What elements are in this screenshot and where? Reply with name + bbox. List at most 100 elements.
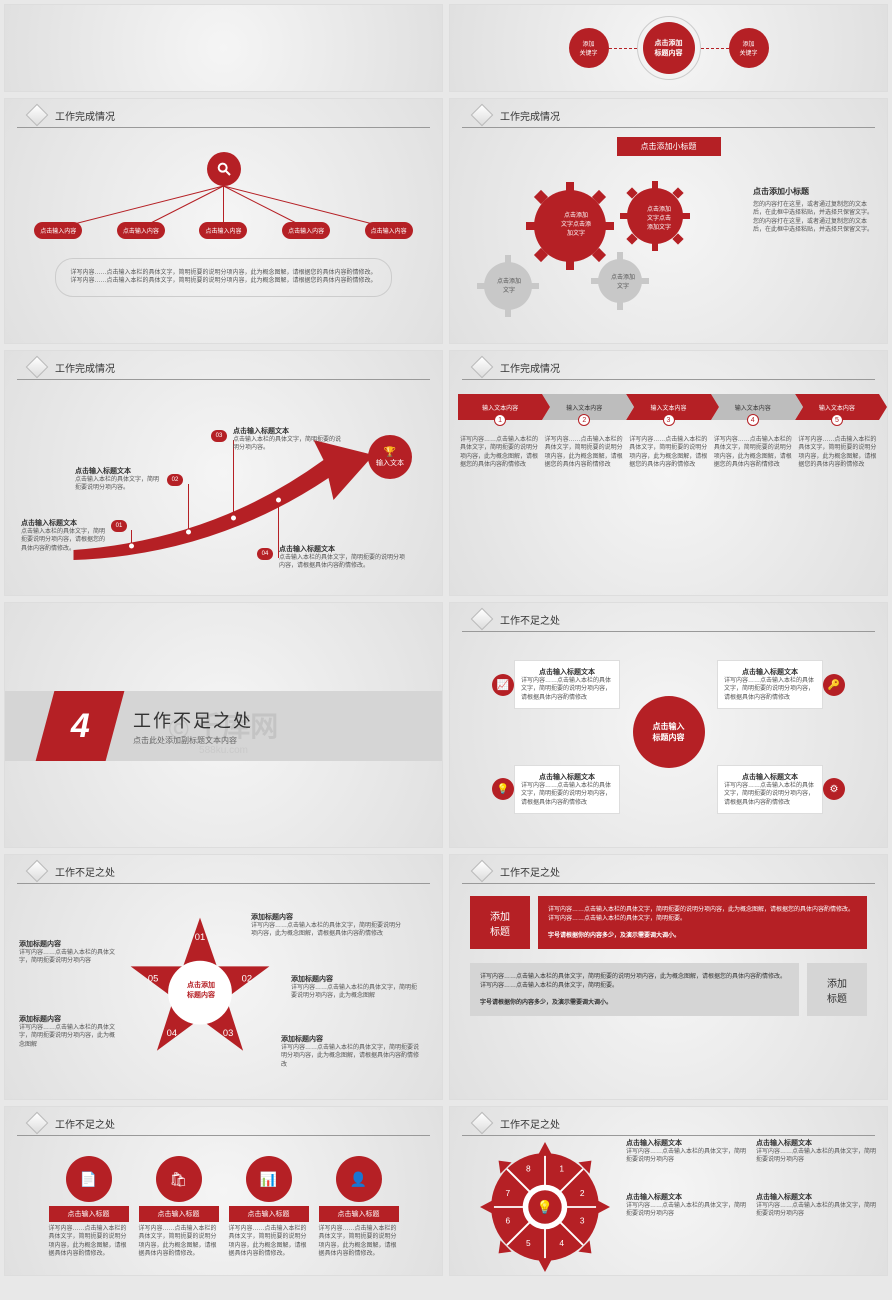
keyword-right: 添加 关键字 xyxy=(729,28,769,68)
col-desc: 详写内容……点击输入本栏的具体文字，简明扼要的说明分项内容，此为概念图解，请根据… xyxy=(714,436,793,470)
subtitle-bar: 点击添加小标题 xyxy=(617,137,721,156)
diamond-icon xyxy=(26,356,49,379)
star-center: 点击添加 标题内容 xyxy=(173,980,229,1000)
block-note: 字号请根据你的内容多少，及演示需要调大调小。 xyxy=(548,930,857,939)
item-title: 点击输入标题文本 xyxy=(233,426,343,436)
col-desc: 详写内容……点击输入本栏的具体文字，简明扼要的说明分项内容，此为概念图解，请根据… xyxy=(798,436,877,470)
gear-icon: ⚙ xyxy=(823,778,845,800)
gear-text: 点击添加 文字 xyxy=(484,276,534,294)
slide-3l: 工作完成情况 🏆输入文本 01 点击输入标题文本 点击输入本栏的具体文字，简明扼… xyxy=(4,350,443,596)
watermark-url: 588ku.com xyxy=(199,745,248,756)
circ-desc: 详写内容……点击输入本栏的具体文字，简明扼要的说明分项内容，此为概念图解，请根据… xyxy=(49,1225,129,1259)
col-desc: 详写内容……点击输入本栏的具体文字，简明扼要的说明分项内容，此为概念图解，请根据… xyxy=(460,436,539,470)
slide-grid: 添加 关键字 点击添加 标题内容 添加 关键字 工作完成情况 点击输入内容 xyxy=(4,4,888,1276)
center-title: 点击添加 标题内容 xyxy=(643,22,695,74)
item-desc: 点击输入本栏的具体文字，简明扼要说明分项内容。 xyxy=(75,476,163,493)
item-title: 点击输入标题文本 xyxy=(279,544,409,554)
wheel-item-desc: 详写内容……点击输入本栏的具体文字，简明扼要说明分项内容 xyxy=(626,1148,746,1165)
slide-title: 工作不足之处 xyxy=(55,864,115,879)
keyword-left: 添加 关键字 xyxy=(569,28,609,68)
dot: 01 xyxy=(111,520,127,532)
diamond-icon xyxy=(471,104,494,127)
dot: 04 xyxy=(257,548,273,560)
slide-section-4: 4 工作不足之处 点击此处添加副标题文本内容 Ⓒ 千库网 588ku.com xyxy=(4,602,443,848)
diamond-icon xyxy=(26,860,49,883)
wheel-item-title: 点击输入标题文本 xyxy=(756,1192,876,1202)
desc-box: 详写内容……点击输入本栏的具体文字，简明扼要的说明分项内容，此为概念图解，请根据… xyxy=(55,258,392,297)
card-title: 点击输入标题文本 xyxy=(724,772,816,782)
slide-title: 工作不足之处 xyxy=(500,1116,560,1131)
col-desc: 详写内容……点击输入本栏的具体文字，简明扼要的说明分项内容，此为概念图解，请根据… xyxy=(545,436,624,470)
slide-2r: 工作完成情况 点击添加小标题 点击添加 文字点击添 加文字 点击添加 文字点击 … xyxy=(449,98,888,344)
dot: 03 xyxy=(211,430,227,442)
slide-4r: 工作不足之处 点击输入 标题内容 📈 🔑 💡 ⚙ 点击输入标题文本 详写内容……… xyxy=(449,602,888,848)
gear-text: 点击添加 文字点击添 加文字 xyxy=(546,210,606,237)
card-title: 点击输入标题文本 xyxy=(521,772,613,782)
block-note: 字号请根据你的内容多少，及演示需要调大调小。 xyxy=(480,997,789,1006)
wheel-item-title: 点击输入标题文本 xyxy=(626,1138,746,1148)
card-desc: 详写内容……点击输入本栏的具体文字，简明扼要的说明分项内容，请根据具体内容酌情修… xyxy=(724,782,816,807)
pill: 点击输入内容 xyxy=(34,222,82,239)
pt-desc: 详写内容……点击输入本栏的具体文字，简明扼要说明分项内容，此为概念图解，请根据具… xyxy=(251,922,401,939)
slide-1l xyxy=(4,4,443,92)
wheel-item-title: 点击输入标题文本 xyxy=(626,1192,746,1202)
svg-text:03: 03 xyxy=(223,1028,233,1038)
col-desc: 详写内容……点击输入本栏的具体文字，简明扼要的说明分项内容，此为概念图解，请根据… xyxy=(629,436,708,470)
slide-title: 工作不足之处 xyxy=(500,864,560,879)
wheel-item-desc: 详写内容……点击输入本栏的具体文字，简明扼要说明分项内容 xyxy=(756,1202,876,1219)
user-icon: 👤 xyxy=(336,1156,382,1202)
pt-desc: 详写内容……点击输入本栏的具体文字，简明扼要说明分项内容，此为概念图解 xyxy=(19,1024,119,1049)
svg-text:2: 2 xyxy=(580,1188,585,1198)
diamond-icon xyxy=(471,608,494,631)
diamond-icon xyxy=(26,104,49,127)
gear-text: 点击添加 文字点击 添加文字 xyxy=(634,204,684,231)
slide-title: 工作不足之处 xyxy=(55,1116,115,1131)
svg-text:💡: 💡 xyxy=(537,1200,553,1215)
pt-title: 添加标题内容 xyxy=(291,974,421,984)
card-title: 点击输入标题文本 xyxy=(724,667,816,677)
pill: 点击输入内容 xyxy=(282,222,330,239)
section-number: 4 xyxy=(36,691,125,761)
svg-text:8: 8 xyxy=(526,1164,531,1174)
item-desc: 点击输入本栏的具体文字，简明扼要的说明分项内容。 xyxy=(233,436,343,453)
slide-1r: 添加 关键字 点击添加 标题内容 添加 关键字 xyxy=(449,4,888,92)
circ-title: 点击输入标题 xyxy=(139,1206,219,1222)
wheel-item-desc: 详写内容……点击输入本栏的具体文字，简明扼要说明分项内容 xyxy=(756,1148,876,1165)
right-body: 您的内容打在这里，或者通过复制您的文本后，在此框中选择粘贴，并选择只保留文字。您… xyxy=(753,201,873,235)
block-body: 详写内容……点击输入本栏的具体文字，简明扼要的说明分项内容，此为概念图解，请根据… xyxy=(480,973,789,991)
diamond-icon xyxy=(471,1112,494,1135)
bag-icon: 🛍 xyxy=(156,1156,202,1202)
slide-2l: 工作完成情况 点击输入内容 点击输入内容 点击输入内容 点击输入内容 点击输入内… xyxy=(4,98,443,344)
section-title: 工作不足之处 xyxy=(133,707,253,733)
block-body: 详写内容……点击输入本栏的具体文字，简明扼要的说明分项内容，此为概念图解，请根据… xyxy=(548,906,857,924)
card-desc: 详写内容……点击输入本栏的具体文字，简明扼要的说明分项内容，请根据具体内容酌情修… xyxy=(724,677,816,702)
bulb-icon: 💡 xyxy=(492,778,514,800)
key-icon: 🔑 xyxy=(823,674,845,696)
pt-desc: 详写内容……点击输入本栏的具体文字，简明扼要说明分项内容，此为概念图解 xyxy=(291,984,421,1001)
right-title: 点击添加小标题 xyxy=(753,186,873,197)
chart-icon: 📊 xyxy=(246,1156,292,1202)
circ-title: 点击输入标题 xyxy=(319,1206,399,1222)
dot: 02 xyxy=(167,474,183,486)
gears-svg xyxy=(460,156,720,326)
wheel-svg: 💡 1234 5678 xyxy=(480,1142,610,1272)
wheel-item-title: 点击输入标题文本 xyxy=(756,1138,876,1148)
block-title: 添加 标题 xyxy=(807,963,867,1016)
card-desc: 详写内容……点击输入本栏的具体文字，简明扼要的说明分项内容，请根据具体内容酌情修… xyxy=(521,677,613,702)
svg-text:1: 1 xyxy=(559,1164,564,1174)
slide-title: 工作完成情况 xyxy=(500,360,560,375)
chevron-row: 输入文本内容1 输入文本内容2 输入文本内容3 输入文本内容4 输入文本内容5 xyxy=(458,394,879,420)
circ-title: 点击输入标题 xyxy=(49,1206,129,1222)
pt-desc: 详写内容……点击输入本栏的具体文字，简明扼要说明分项内容 xyxy=(19,949,119,966)
diamond-icon xyxy=(26,1112,49,1135)
slide-title: 工作完成情况 xyxy=(55,108,115,123)
gear-text: 点击添加 文字 xyxy=(598,272,648,290)
item-title: 点击输入标题文本 xyxy=(21,518,109,528)
target-circle: 🏆输入文本 xyxy=(368,435,412,479)
circ-desc: 详写内容……点击输入本栏的具体文字，简明扼要的说明分项内容，此为概念图解，请根据… xyxy=(229,1225,309,1259)
slide-title: 工作不足之处 xyxy=(500,612,560,627)
pill: 点击输入内容 xyxy=(199,222,247,239)
slide-5l: 工作不足之处 01 02 03 04 05 点击添加 标题内容 添加标题内容详写… xyxy=(4,854,443,1100)
circ-desc: 详写内容……点击输入本栏的具体文字，简明扼要的说明分项内容，此为概念图解，请根据… xyxy=(139,1225,219,1259)
slide-title: 工作完成情况 xyxy=(500,108,560,123)
